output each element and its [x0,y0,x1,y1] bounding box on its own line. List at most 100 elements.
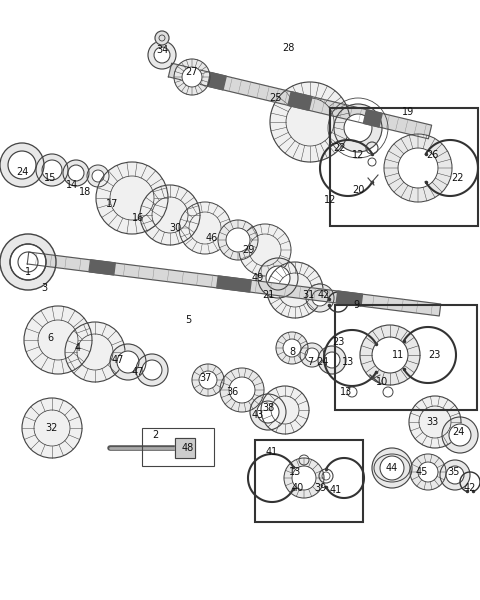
Circle shape [92,170,104,182]
Circle shape [360,325,420,385]
Text: 20: 20 [352,185,364,195]
Text: 43: 43 [252,410,264,420]
Circle shape [65,322,125,382]
Circle shape [398,148,438,188]
Circle shape [226,228,250,252]
Polygon shape [363,110,382,127]
Circle shape [96,162,168,234]
Polygon shape [336,291,362,306]
Bar [175,438,195,458]
Text: 26: 26 [426,150,438,160]
Text: 10: 10 [376,377,388,387]
Polygon shape [207,73,226,90]
Circle shape [442,417,478,453]
Circle shape [179,202,231,254]
Circle shape [410,454,446,490]
Polygon shape [89,260,115,275]
Circle shape [300,343,324,367]
Text: 23: 23 [332,337,344,347]
Text: 4: 4 [75,343,81,353]
Text: 12: 12 [352,150,364,160]
Circle shape [10,244,46,280]
Text: 17: 17 [106,199,118,209]
Text: 11: 11 [392,350,404,360]
Circle shape [182,67,202,87]
Circle shape [266,266,290,290]
Text: 23: 23 [428,350,440,360]
Text: 2: 2 [152,430,158,440]
Text: 16: 16 [132,213,144,223]
Circle shape [257,401,279,423]
Text: 8: 8 [289,347,295,357]
Circle shape [220,368,264,412]
Text: 31: 31 [302,290,314,300]
Text: 48: 48 [182,443,194,453]
Circle shape [0,143,44,187]
Circle shape [258,258,298,298]
Circle shape [318,346,346,374]
Circle shape [267,262,323,318]
Text: 36: 36 [226,387,238,397]
Circle shape [68,165,84,181]
Text: 22: 22 [452,173,464,183]
Circle shape [174,59,210,95]
Text: 3: 3 [41,283,47,293]
Circle shape [192,364,224,396]
Text: 21: 21 [262,290,274,300]
Circle shape [229,377,255,403]
Circle shape [110,344,146,380]
Bar [142,428,214,466]
Circle shape [292,466,316,490]
Circle shape [372,337,408,373]
Circle shape [449,424,471,446]
Text: 12: 12 [324,195,336,205]
Text: 13: 13 [342,357,354,367]
Circle shape [334,104,382,152]
Circle shape [284,458,324,498]
Circle shape [306,284,334,312]
Circle shape [24,306,92,374]
Text: 15: 15 [44,173,56,183]
Text: 13: 13 [340,387,352,397]
Text: 25: 25 [269,93,281,103]
Circle shape [305,348,319,362]
Text: 39: 39 [314,483,326,493]
Circle shape [8,151,36,179]
Text: 46: 46 [206,233,218,243]
Circle shape [140,185,200,245]
Text: 33: 33 [426,417,438,427]
Text: 41: 41 [330,485,342,495]
Circle shape [250,394,286,430]
Bar [335,305,477,410]
Text: 38: 38 [262,403,274,413]
Text: 22: 22 [334,143,346,153]
Circle shape [199,371,217,389]
Circle shape [36,154,68,186]
Circle shape [372,448,412,488]
Text: 14: 14 [66,180,78,190]
Circle shape [283,339,301,357]
Text: 28: 28 [282,43,294,53]
Text: 24: 24 [316,357,328,367]
Circle shape [42,160,62,180]
Text: 29: 29 [242,245,254,255]
Text: 45: 45 [416,467,428,477]
Text: 32: 32 [46,423,58,433]
Circle shape [154,47,170,63]
Text: 27: 27 [186,67,198,77]
Circle shape [10,244,46,280]
Circle shape [63,160,89,186]
Text: 47: 47 [112,355,124,365]
Text: 7: 7 [307,357,313,367]
Circle shape [87,165,109,187]
Circle shape [22,398,82,458]
Polygon shape [27,252,441,316]
Polygon shape [168,63,432,139]
Circle shape [446,466,464,484]
Text: 24: 24 [452,427,464,437]
Circle shape [324,352,340,368]
Circle shape [418,462,438,482]
Text: 34: 34 [156,45,168,55]
Text: 41: 41 [266,447,278,457]
Circle shape [18,252,38,272]
